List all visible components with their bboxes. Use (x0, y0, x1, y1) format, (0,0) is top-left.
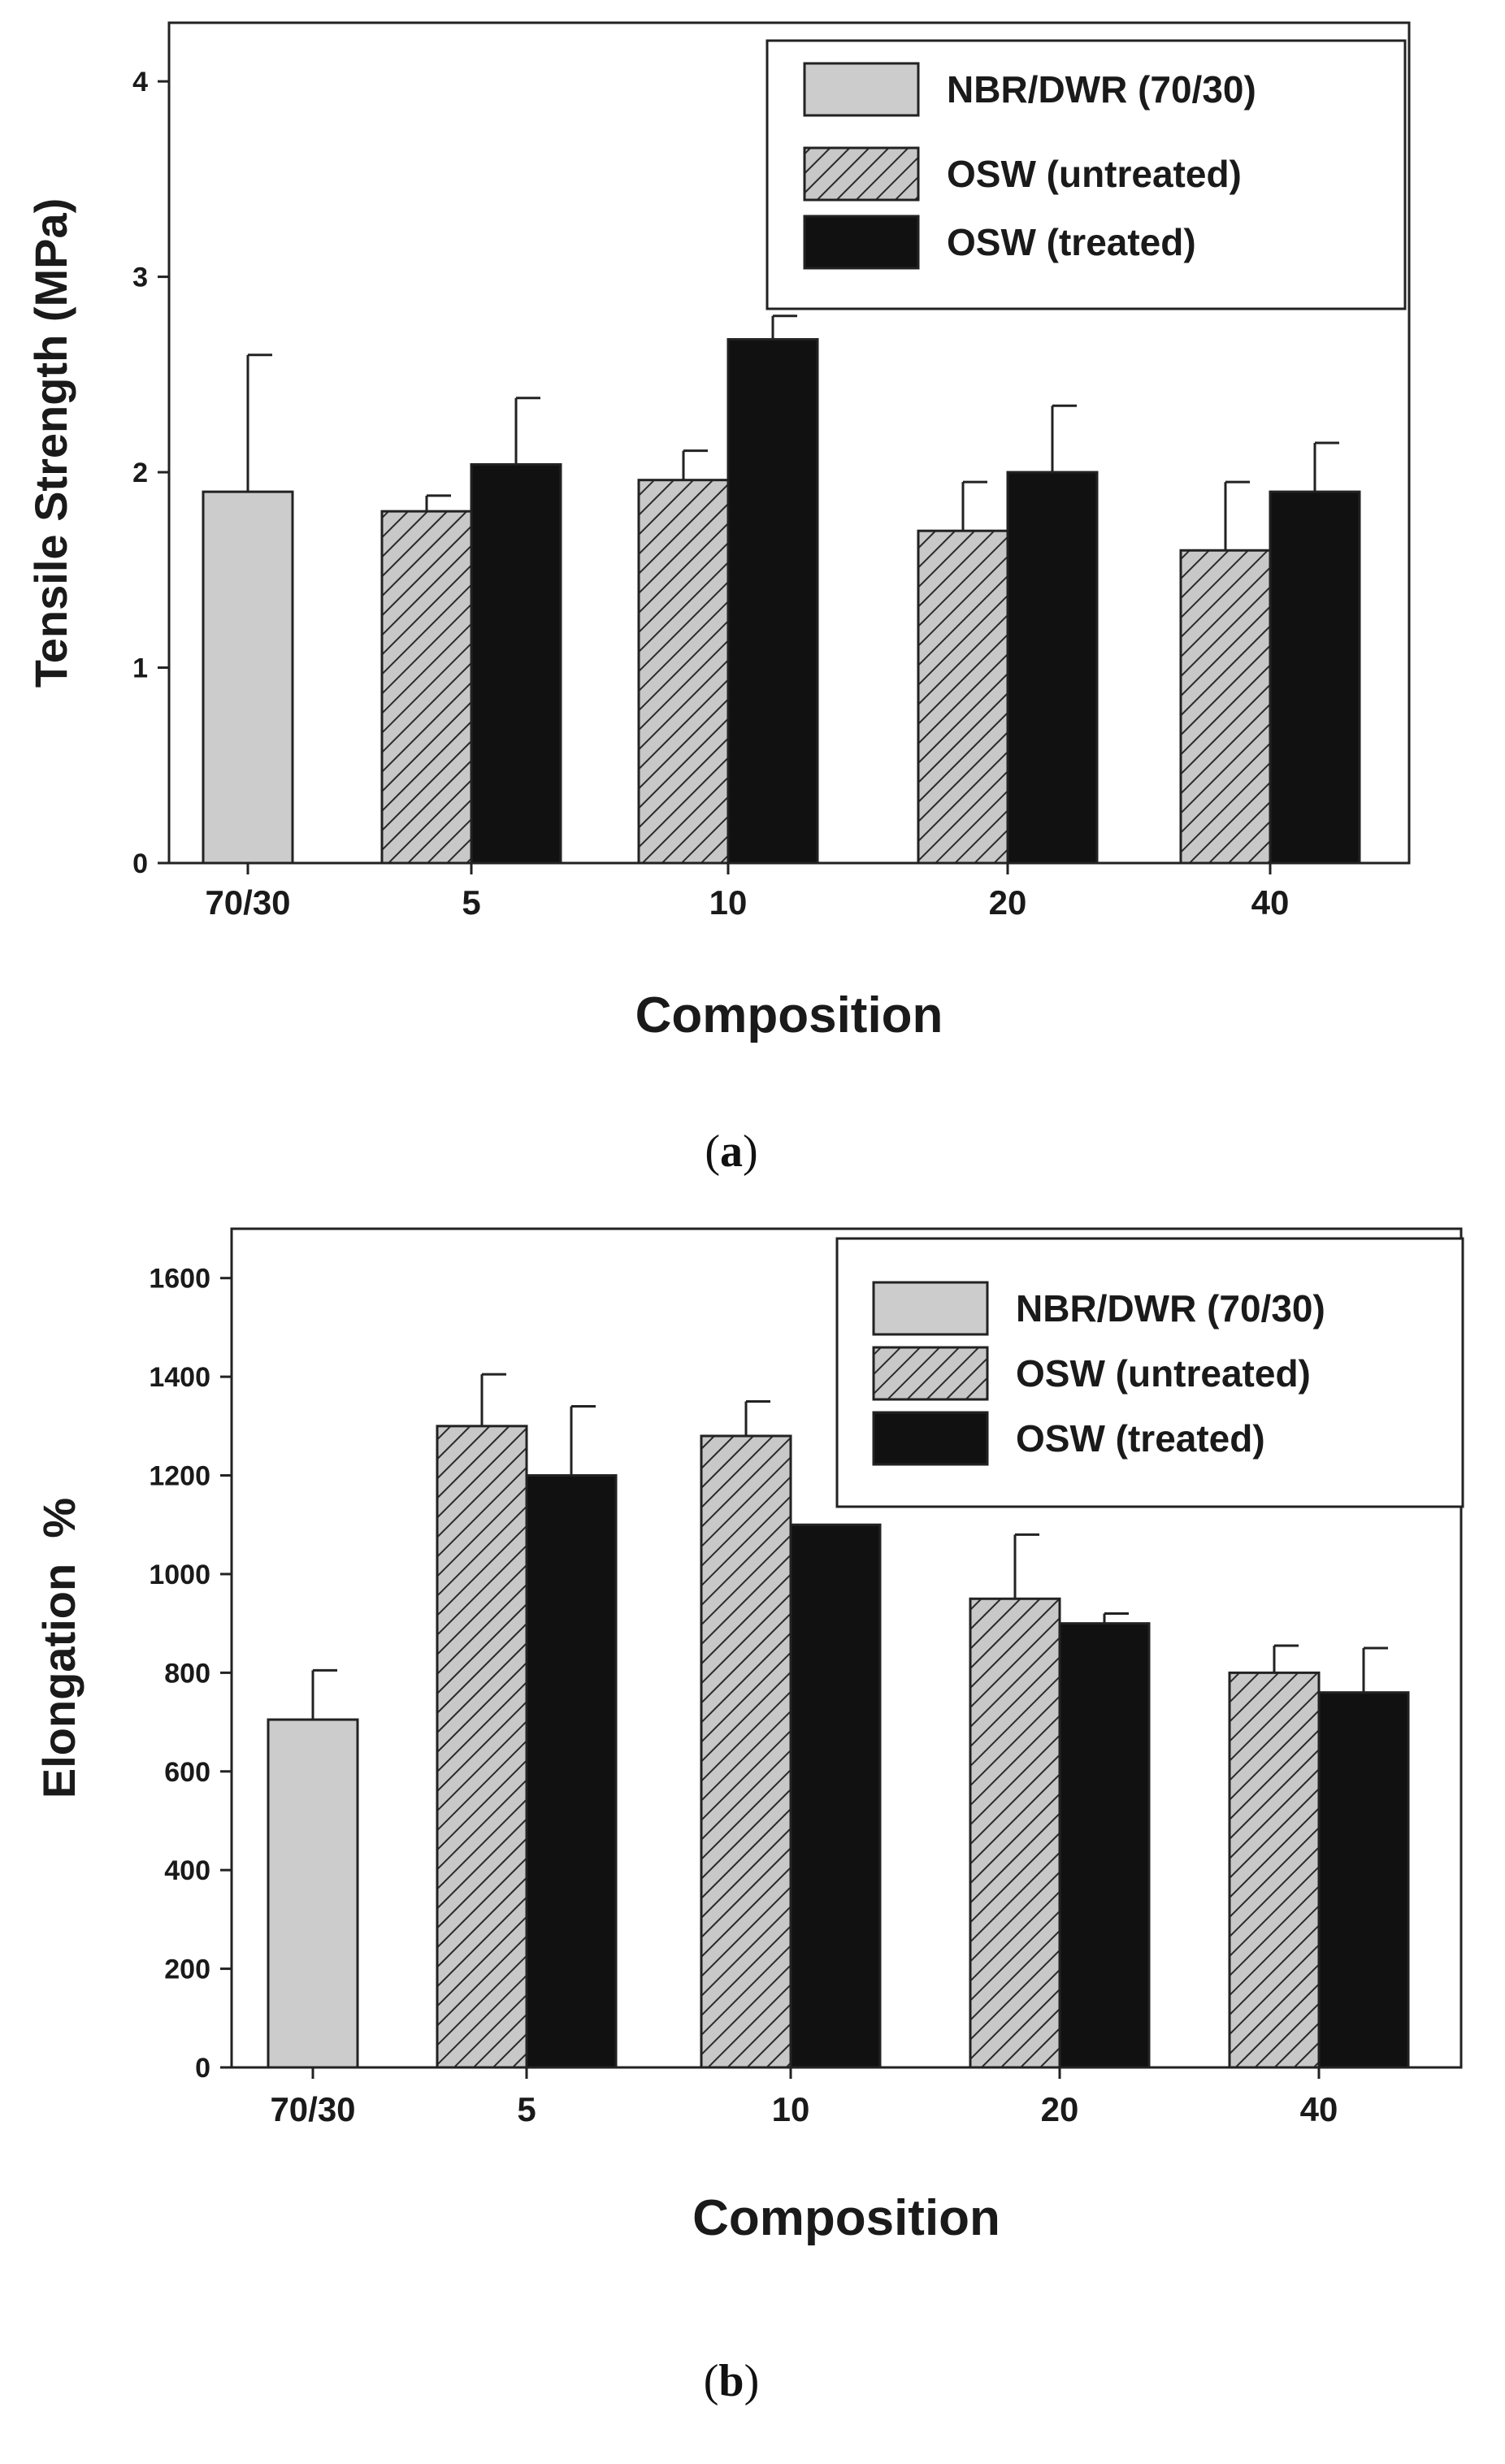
bar-treated (470, 462, 562, 865)
y-axis-title: Tensile Strength (MPa) (25, 198, 76, 688)
y-tick-label: 600 (164, 1757, 210, 1788)
legend-swatch-treated (872, 1411, 989, 1466)
y-axis-title: Elongation % (33, 1498, 85, 1798)
panel-label-paren: ( (704, 2356, 719, 2406)
panel-label: (a) (705, 1126, 757, 1177)
y-tick-label: 800 (164, 1658, 210, 1689)
panel-label-paren: ) (743, 1126, 758, 1177)
panel-label-letter: b (718, 2356, 744, 2406)
bar-treated (1269, 490, 1361, 865)
x-axis-title: Composition (692, 2190, 1000, 2246)
bar-untreated (1228, 1671, 1321, 2069)
bar-treated (525, 1474, 618, 2069)
x-tick-label: 70/30 (205, 883, 290, 922)
panel-label-paren: ) (744, 2356, 760, 2406)
bar-untreated (637, 479, 730, 865)
y-tick-label: 400 (164, 1855, 210, 1886)
bar-treated (1317, 1691, 1410, 2069)
bar-untreated (917, 529, 1009, 865)
bar-untreated (436, 1425, 528, 2069)
panel-label-paren: ( (705, 1126, 720, 1177)
legend-label: OSW (treated) (1016, 1417, 1265, 1460)
bar-untreated (700, 1434, 792, 2069)
y-tick-label: 3 (132, 262, 148, 293)
legend-label: OSW (untreated) (1016, 1352, 1311, 1395)
x-tick-label: 5 (517, 2090, 536, 2128)
bar-untreated (380, 510, 473, 865)
x-tick-label: 40 (1251, 883, 1290, 922)
legend-swatch-treated (803, 215, 920, 270)
x-tick-label: 20 (1041, 2090, 1079, 2128)
bar-treated (789, 1523, 882, 2069)
x-tick-label: 20 (989, 883, 1027, 922)
plot-frame (167, 21, 1411, 865)
y-tick-label: 1600 (149, 1264, 210, 1295)
y-tick-label: 1 (132, 653, 148, 684)
y-tick-label: 0 (132, 848, 148, 879)
y-tick-label: 1000 (149, 1560, 210, 1590)
x-tick-label: 10 (772, 2090, 810, 2128)
x-tick-label: 10 (709, 883, 748, 922)
legend-swatch-control (872, 1281, 989, 1336)
y-tick-label: 2 (132, 458, 148, 488)
bar-treated (1058, 1622, 1151, 2069)
plot-frame (230, 1227, 1463, 2069)
bar-treated (1006, 471, 1099, 865)
panel-label-letter: a (720, 1126, 743, 1177)
x-tick-label: 40 (1300, 2090, 1338, 2128)
bar-control (202, 490, 294, 865)
chart-panel-b: 0 200 400 600 800 1000 1200 1400 1600 70/30 5 10 20 4… (33, 1227, 1464, 2406)
x-tick-label: 5 (462, 883, 480, 922)
panel-label: (b) (704, 2356, 759, 2406)
x-axis-title: Composition (635, 987, 943, 1043)
legend-label: OSW (untreated) (947, 153, 1242, 195)
y-tick-label: 1400 (149, 1362, 210, 1393)
legend-label: NBR/DWR (70/30) (947, 68, 1256, 111)
bar-treated (726, 338, 819, 865)
x-tick-label: 70/30 (270, 2090, 355, 2128)
legend-label: OSW (treated) (947, 221, 1196, 263)
y-tick-label: 4 (132, 67, 148, 98)
legend-swatch-control (803, 62, 920, 117)
legend: NBR/DWR (70/30) OSW (untreated) OSW (treat… (835, 1237, 1464, 1508)
y-tick-label: 0 (195, 2053, 210, 2084)
y-tick-label: 200 (164, 1954, 210, 1985)
legend-label: NBR/DWR (70/30) (1016, 1287, 1325, 1330)
legend-swatch-untreated (803, 146, 920, 202)
chart-panel-a: 0 1 2 3 4 70/30 5 10 20 40 Composition Tensile Stre… (25, 21, 1411, 1177)
legend: NBR/DWR (70/30) OSW (untreated) OSW (treat… (766, 39, 1407, 310)
legend-swatch-untreated (872, 1346, 989, 1401)
bar-untreated (969, 1597, 1061, 2069)
bar-untreated (1179, 549, 1272, 865)
y-tick-label: 1200 (149, 1461, 210, 1492)
bar-control (267, 1718, 359, 2069)
